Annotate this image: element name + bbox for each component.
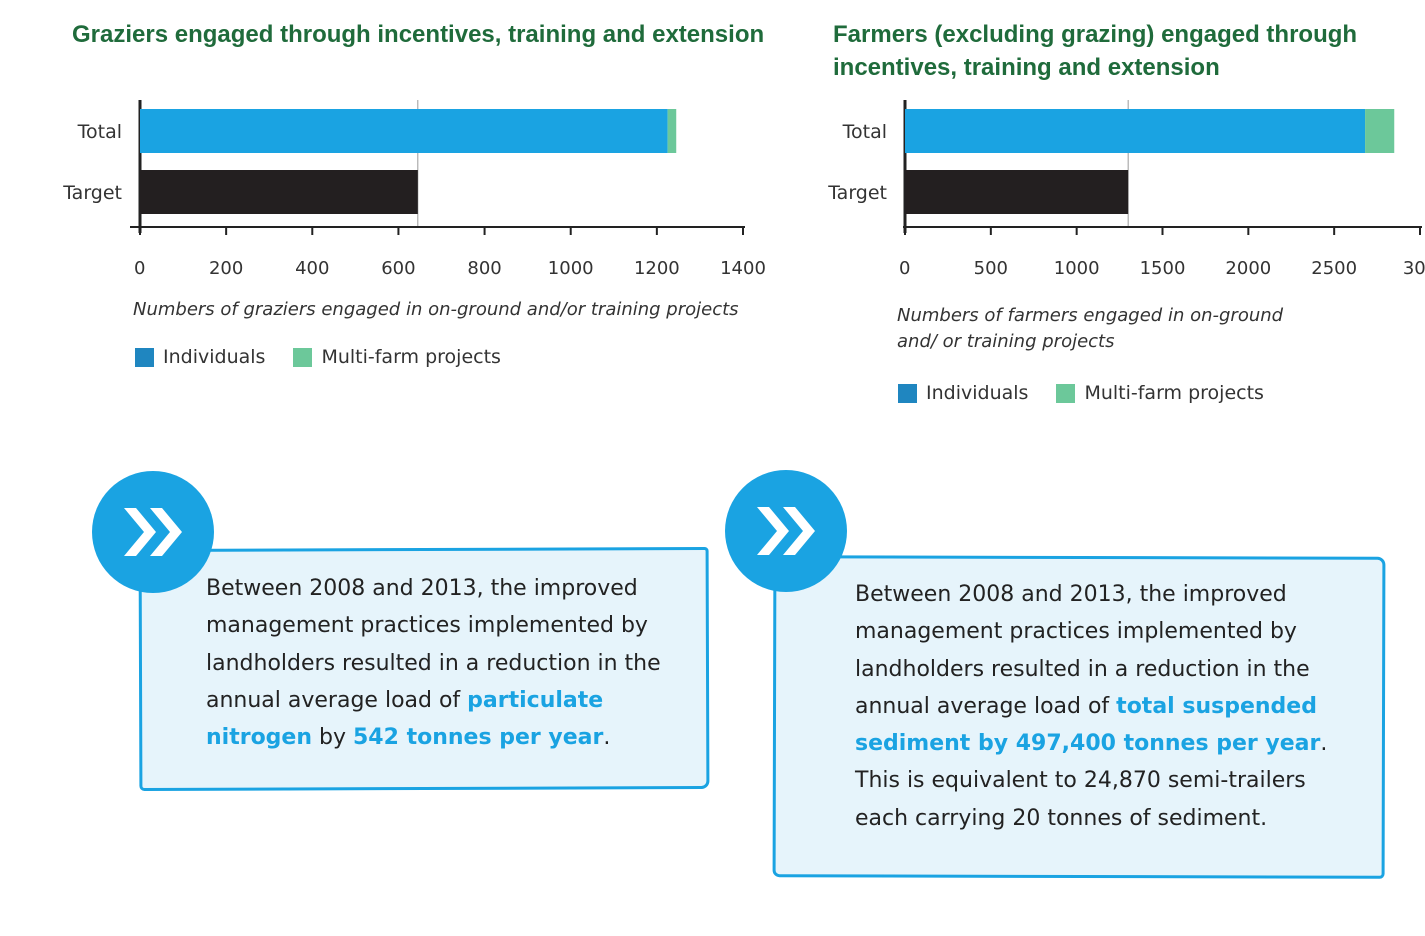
x-tick-label: 800	[467, 258, 501, 279]
legend-item-individuals: Individuals	[135, 346, 265, 368]
x-tick-label: 0	[134, 258, 145, 279]
legend-swatch-individuals	[898, 383, 917, 403]
x-tick-label: 200	[209, 258, 243, 279]
callout-text-part: by	[312, 725, 353, 751]
bar-total-individuals	[140, 109, 668, 153]
callout-text-part: .	[603, 725, 611, 751]
highlight-total-suspended-sediment: total suspended sediment by 497,400 tonn…	[855, 693, 1321, 757]
callout-text-nitrogen: Between 2008 and 2013, the improved mana…	[206, 570, 676, 756]
bar-target-target	[905, 170, 1129, 214]
chart-title-graziers: Graziers engaged through incentives, tra…	[72, 21, 765, 48]
x-tick-label: 0	[899, 258, 910, 279]
x-axis-label-graziers: Numbers of graziers engaged in on-ground…	[133, 299, 739, 320]
category-label-target: Target	[62, 182, 122, 204]
x-tick-label: 400	[295, 258, 329, 279]
x-tick-label: 1400	[720, 258, 766, 279]
chart-title-farmers: Farmers (excluding grazing) engaged thro…	[833, 21, 1358, 81]
legend-farmers: Individuals Multi-farm projects	[898, 382, 1292, 404]
x-tick-label: 2000	[1225, 258, 1271, 279]
x-tick-label: 300	[1403, 258, 1425, 279]
x-tick-label: 600	[381, 258, 415, 279]
legend-swatch-multi-farm	[293, 347, 313, 367]
legend-label-individuals: Individuals	[926, 382, 1029, 404]
category-label-total: Total	[842, 121, 887, 143]
legend-item-multi-farm: Multi-farm projects	[1056, 382, 1264, 404]
category-label-target: Target	[827, 182, 887, 204]
graziers-bar-chart: Total Target 0 200 400 600 800 1000 1200 1400	[62, 100, 766, 279]
highlight-particulate-nitrogen: particulate nitrogen	[206, 687, 604, 751]
legend-swatch-multi-farm	[1056, 383, 1076, 403]
bar-total-individuals	[905, 109, 1366, 153]
legend-label-multi-farm: Multi-farm projects	[1084, 382, 1264, 404]
callout-text-part: . This is equivalent to 24,870 semi-trai…	[855, 731, 1328, 831]
callout-text-part: Between 2008 and 2013, the improved mana…	[206, 576, 661, 713]
x-tick-label: 1500	[1140, 258, 1186, 279]
double-chevron-icon	[92, 471, 214, 593]
legend-label-individuals: Individuals	[163, 346, 266, 368]
legend-swatch-individuals	[135, 347, 154, 367]
legend-item-individuals: Individuals	[898, 382, 1028, 404]
x-axis-label-farmers: Numbers of farmers engaged in on-ground …	[897, 305, 1284, 352]
legend-label-multi-farm: Multi-farm projects	[321, 346, 501, 368]
callout-text-part: Between 2008 and 2013, the improved mana…	[855, 582, 1310, 719]
bar-target-target	[140, 170, 418, 214]
legend-graziers: Individuals Multi-farm projects	[135, 346, 529, 368]
double-chevron-icon	[725, 470, 847, 592]
legend-item-multi-farm: Multi-farm projects	[293, 346, 501, 368]
callout-text-sediment: Between 2008 and 2013, the improved mana…	[855, 576, 1365, 837]
bar-total-multi-farm	[1365, 109, 1395, 153]
x-tick-label: 500	[974, 258, 1008, 279]
x-tick-label: 1000	[1054, 258, 1100, 279]
x-tick-label: 2500	[1311, 258, 1357, 279]
farmers-bar-chart: Total Target 0 500 1000 1500 2000 2500 300	[827, 100, 1425, 279]
category-label-total: Total	[77, 121, 122, 143]
highlight-542-tonnes: 542 tonnes per year	[353, 725, 604, 751]
x-tick-label: 1000	[548, 258, 594, 279]
x-tick-label: 1200	[634, 258, 680, 279]
bar-total-multi-farm	[667, 109, 677, 153]
